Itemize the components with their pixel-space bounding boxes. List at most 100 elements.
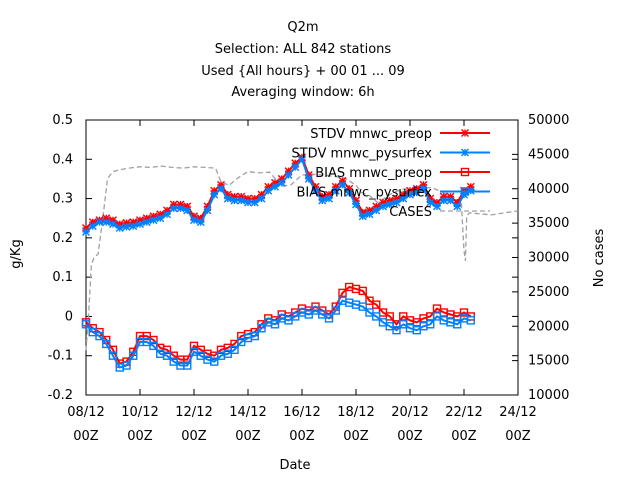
marker-stroke [82,227,90,236]
marker-stroke [129,222,138,231]
marker-stroke [277,178,286,187]
title-line: Averaging window: 6h [231,85,374,100]
x-tick-label: 08/12 [67,405,104,420]
marker-stroke [352,200,360,209]
x-tick-label-time: 00Z [289,429,315,444]
data-point [163,210,171,219]
marker-stroke [264,186,273,195]
marker-stroke [217,184,225,193]
data-point [109,220,117,229]
marker-stroke [433,202,441,211]
data-point [304,174,313,183]
data-point [324,314,334,323]
series-layer [81,153,519,372]
data-point [466,316,475,325]
data-point [311,186,320,195]
data-point [419,184,428,193]
chart-title: Q2m Selection: ALL 842 stations Used {Al… [201,20,405,100]
marker-stroke [169,204,178,213]
legend-item: BIAS mnwc_preop [315,166,490,181]
data-point [358,286,367,296]
x-tick-label: 14/12 [229,405,266,420]
data-point [122,361,131,370]
y2-axis-label: No cases [592,229,607,288]
x-tick-label: 12/12 [175,405,212,420]
legend-marker [461,129,469,137]
data-point [331,186,340,195]
data-point [352,200,360,209]
marker-stroke [345,188,354,197]
data-point [169,204,178,213]
y-tick-label: 0 [65,309,73,324]
y2-tick-label: 15000 [528,354,569,369]
data-point [358,212,367,221]
title-line: Q2m [287,20,318,35]
y-tick-label: -0.2 [48,388,73,403]
data-point [108,351,118,360]
legend-marker [460,167,470,177]
marker-stroke [250,198,259,207]
data-point [399,194,408,203]
y2-tick-label: 20000 [528,319,569,334]
x-tick-label: 24/12 [499,405,536,420]
y-tick-label: 0.5 [52,113,73,128]
marker-stroke [461,129,469,137]
marker-stroke [230,196,239,205]
data-point [156,214,165,223]
legend: STDV mnwc_preop STDV mnwc_pysurfex BIAS mn… [291,127,490,220]
y-tick-label: 0.4 [52,152,73,167]
data-point [250,331,259,341]
marker-stroke [115,224,124,233]
y2-tick-label: 50000 [528,113,569,128]
x-tick-label-time: 00Z [451,429,477,444]
y-tick-label: -0.1 [48,349,73,364]
data-point [453,320,462,329]
data-point [223,194,232,203]
data-point [102,218,111,227]
data-point [230,345,239,355]
data-point [338,180,347,189]
x-tick-label-time: 00Z [73,429,99,444]
series-line [85,157,472,233]
marker-stroke [358,212,367,221]
data-point [203,206,212,215]
x-tick-label: 18/12 [337,405,374,420]
marker-stroke [379,202,387,211]
data-point [196,218,205,227]
data-point [284,171,293,179]
y2-tick-label: 40000 [528,182,569,197]
data-point [102,339,111,349]
marker-stroke [210,190,219,199]
marker-stroke [95,218,104,227]
data-point [372,206,381,215]
data-point [250,198,259,207]
data-point [271,182,279,191]
data-point [318,196,327,205]
x-tick-label-time: 00Z [505,429,531,444]
data-point [136,220,144,229]
data-point [345,188,354,197]
marker-stroke [237,196,246,205]
legend-item: CASES [389,205,490,220]
marker-stroke [392,198,401,207]
axes: -0.2 -0.1 0 0.1 0.2 0.3 0.4 0.5 10000 15000 20000 2… [48,113,570,444]
marker-stroke [385,200,394,209]
data-point [217,184,225,193]
data-point [385,312,394,321]
data-point [379,202,387,211]
data-point [446,196,455,205]
marker-stroke [149,216,158,225]
marker-stroke [304,174,313,183]
marker-stroke [426,198,435,207]
data-point [365,210,374,219]
marker-stroke [190,216,198,225]
y2-tick-label: 35000 [528,216,569,231]
data-point [81,320,91,329]
data-point [122,222,131,231]
data-point [331,306,340,315]
data-point [82,227,90,236]
y-axis-label: g/Kg [9,239,24,268]
data-point [149,216,158,225]
marker-stroke [406,190,414,199]
